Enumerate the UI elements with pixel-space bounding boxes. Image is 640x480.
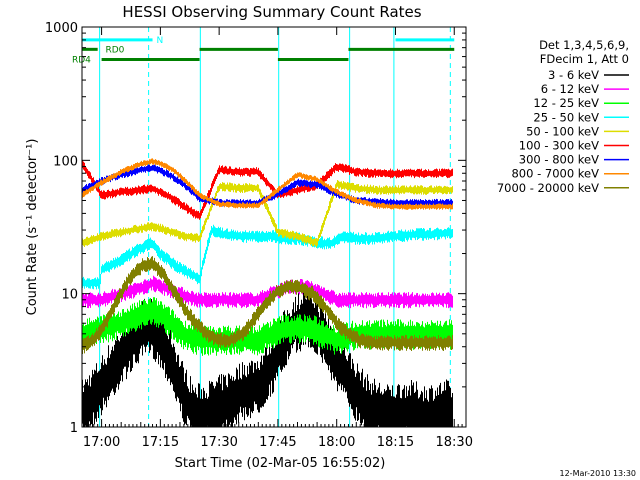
x-axis-label: Start Time (02-Mar-05 16:55:02) — [175, 456, 386, 471]
axis-ticks: 17:00 17:15 17:30 17:45 18:00 18:15 18:30 1 10 10… — [45, 21, 473, 450]
legend-entry-label: 300 - 800 keV — [519, 153, 599, 167]
y-tick-label: 10 — [61, 288, 78, 303]
legend-entry-label: 25 - 50 keV — [533, 110, 599, 124]
chart-title: HESSI Observing Summary Count Rates — [122, 3, 421, 21]
legend-entry-label: 50 - 100 keV — [526, 124, 599, 138]
flag-label: RD0 — [106, 45, 125, 55]
series-3 — [82, 224, 453, 290]
legend-header: Det 1,3,4,5,6,9, — [539, 38, 629, 52]
y-tick-label: 100 — [53, 154, 78, 169]
legend-entry-label: 12 - 25 keV — [533, 96, 599, 110]
legend-entry-label: 6 - 12 keV — [541, 82, 599, 96]
flag-rd4: RD4 — [72, 56, 349, 66]
x-tick-label: 17:00 — [83, 435, 120, 450]
x-tick-label: 17:45 — [259, 435, 296, 450]
x-tick-label: 18:15 — [377, 435, 414, 450]
x-tick-label: 18:30 — [436, 435, 473, 450]
x-tick-label: 18:00 — [318, 435, 355, 450]
legend-entry-label: 3 - 6 keV — [548, 68, 599, 82]
legend-header: FDecim 1, Att 0 — [540, 52, 629, 66]
x-tick-label: 17:15 — [142, 435, 179, 450]
flag-rd0: RD0 — [82, 45, 455, 55]
legend-entry-label: 800 - 7000 keV — [511, 167, 599, 181]
legend: Det 1,3,4,5,6,9,FDecim 1, Att 0 3 - 6 keV… — [497, 38, 629, 195]
y-tick-label: 1 — [70, 421, 78, 436]
series-trace — [82, 224, 453, 290]
legend-entry-label: 100 - 300 keV — [519, 139, 599, 153]
y-tick-label: 1000 — [45, 21, 78, 36]
flag-label: N — [156, 36, 163, 46]
legend-entry-label: 7000 - 20000 keV — [497, 181, 599, 195]
flag-n: N — [82, 36, 455, 46]
timestamp: 12-Mar-2010 13:30 — [560, 469, 637, 478]
y-axis-label: Count Rate (s⁻¹ detector⁻¹) — [25, 139, 40, 316]
x-tick-label: 17:30 — [200, 435, 237, 450]
